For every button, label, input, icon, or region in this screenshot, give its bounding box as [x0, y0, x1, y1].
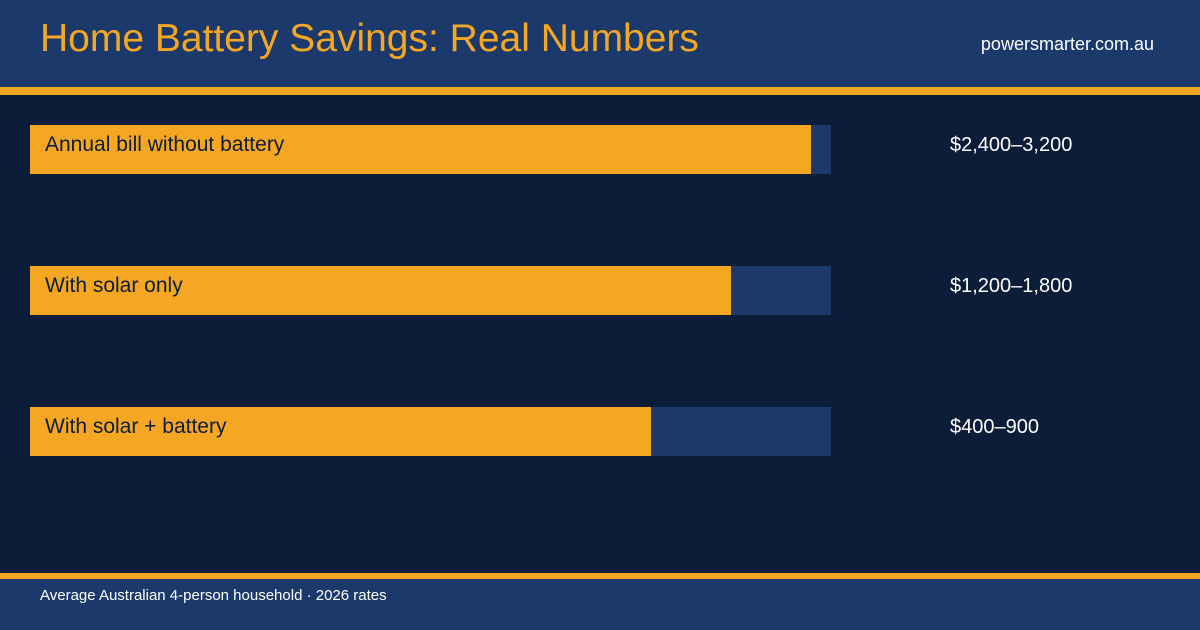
page-title: Home Battery Savings: Real Numbers — [40, 17, 699, 60]
bar-row: With solar only $1,200–1,800 — [30, 266, 1200, 315]
bar-value-label: $400–900 — [950, 416, 1039, 438]
header-bar: Home Battery Savings: Real Numbers power… — [0, 0, 1200, 87]
bar-track — [30, 266, 831, 315]
bar-row: With solar + battery $400–900 — [30, 407, 1200, 456]
footer-bar: Average Australian 4-person household · … — [0, 579, 1200, 630]
site-url: powersmarter.com.au — [980, 34, 1154, 54]
bar-value-label: $2,400–3,200 — [950, 134, 1073, 156]
header-divider — [0, 87, 1200, 95]
bar-row: Annual bill without battery $2,400–3,200 — [30, 125, 1200, 174]
bar-label: With solar + battery — [45, 415, 227, 438]
bar-label: Annual bill without battery — [45, 133, 285, 156]
bar-track — [30, 125, 831, 174]
bar-fill — [30, 266, 731, 315]
bar-track — [30, 407, 831, 456]
bar-label: With solar only — [45, 274, 183, 297]
footer-divider — [0, 573, 1200, 579]
bar-value-label: $1,200–1,800 — [950, 275, 1073, 297]
bar-fill — [30, 407, 651, 456]
bar-fill — [30, 125, 811, 174]
footnote: Average Australian 4-person household · … — [40, 587, 387, 604]
